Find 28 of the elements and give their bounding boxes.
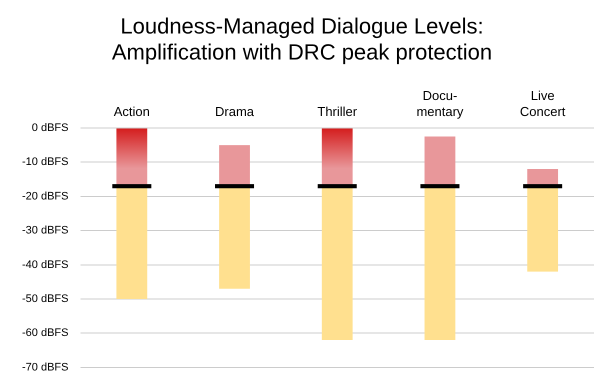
- y-tick-label: -60 dBFS: [22, 327, 68, 340]
- y-tick-label: -50 dBFS: [22, 293, 68, 306]
- y-tick-label: -40 dBFS: [22, 258, 68, 271]
- bar: [219, 186, 250, 289]
- bar: [424, 136, 456, 186]
- y-tick-label: 0 dBFS: [32, 122, 68, 134]
- x-tick-label: Live Concert: [520, 88, 566, 119]
- x-tick-label: Thriller: [317, 104, 358, 119]
- chart-title: Loudness-Managed Dialogue Levels: Amplification with DRC peak protection: [112, 13, 492, 65]
- bar: [527, 186, 558, 272]
- y-tick-label: -70 dBFS: [22, 361, 68, 374]
- x-tick-label: Drama: [215, 104, 255, 119]
- bar: [322, 186, 353, 340]
- bar: [219, 145, 250, 186]
- bar: [523, 184, 562, 188]
- bar: [420, 184, 460, 188]
- bar: [215, 184, 254, 188]
- x-tick-label: Docu- mentary: [416, 88, 464, 119]
- x-tick-label: Action: [114, 104, 150, 119]
- bar: [112, 184, 152, 188]
- bar: [116, 128, 148, 186]
- y-tick-label: -30 dBFS: [22, 224, 68, 237]
- y-tick-label: -10 dBFS: [22, 156, 68, 168]
- bar: [318, 184, 357, 188]
- bar: [116, 186, 148, 299]
- bar: [424, 186, 456, 340]
- bar: [322, 128, 353, 186]
- y-tick-label: -20 dBFS: [22, 190, 68, 202]
